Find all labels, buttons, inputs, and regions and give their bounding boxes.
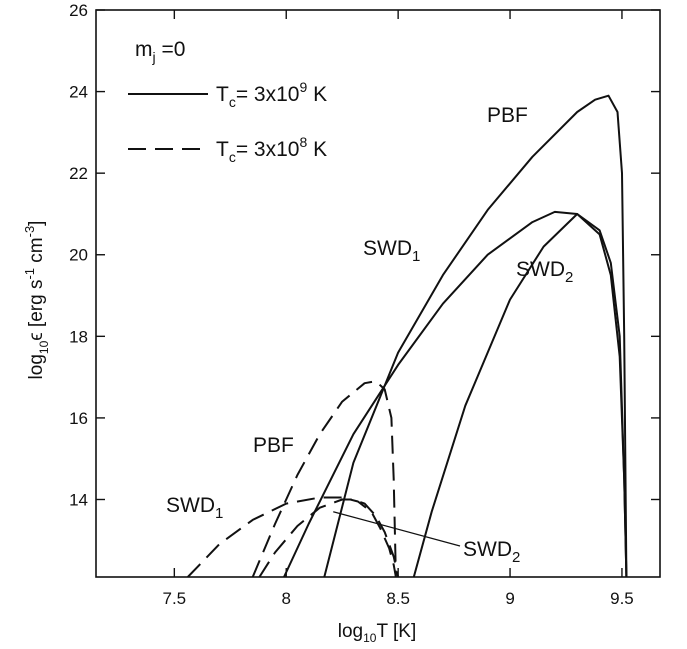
legend-dashed-label: Tc= 3x108 K [216,134,327,165]
y-tick-label: 22 [69,164,88,183]
y-tick-label: 14 [69,490,88,509]
series-layer [187,94,628,577]
legend-header: mj =0 [135,38,185,65]
annotation-swd1-hot: SWD1 [363,237,420,265]
series-swd1-hot-line [283,210,628,577]
y-tick-label: 16 [69,409,88,428]
y-tick-label: 26 [69,1,88,20]
ticks-layer: 7.5 8 8.5 9 9.5 14 16 18 20 22 24 26 [69,1,660,608]
y-axis-title: log10ϵ [erg s-1 cm-3] [22,221,51,380]
series-swd2-hot-line [412,213,628,577]
legend-solid-label: Tc= 3x109 K [216,79,327,110]
annotation-pbf-cold: PBF [253,434,294,457]
plot-frame [95,9,661,578]
y-tick-label: 24 [69,83,88,102]
series-pbf-cold-line [251,380,397,577]
series-pbf-hot-line [323,94,628,577]
x-axis-title: log10T [K] [338,621,417,645]
x-tick-label: 7.5 [163,589,187,608]
annotation-swd2-cold: SWD2 [463,538,520,566]
x-tick-label: 8 [282,589,291,608]
annotation-pbf-hot: PBF [487,104,528,127]
series-swd1-cold-line [187,496,397,577]
x-tick-label: 9.5 [610,589,634,608]
x-tick-label: 8.5 [386,589,410,608]
annotation-swd1-cold: SWD1 [166,494,223,522]
swd2-cold-leader-line [333,511,461,547]
y-tick-label: 18 [69,327,88,346]
annotation-swd2-hot: SWD2 [516,258,573,286]
x-tick-label: 9 [505,589,514,608]
y-tick-label: 20 [69,246,88,265]
